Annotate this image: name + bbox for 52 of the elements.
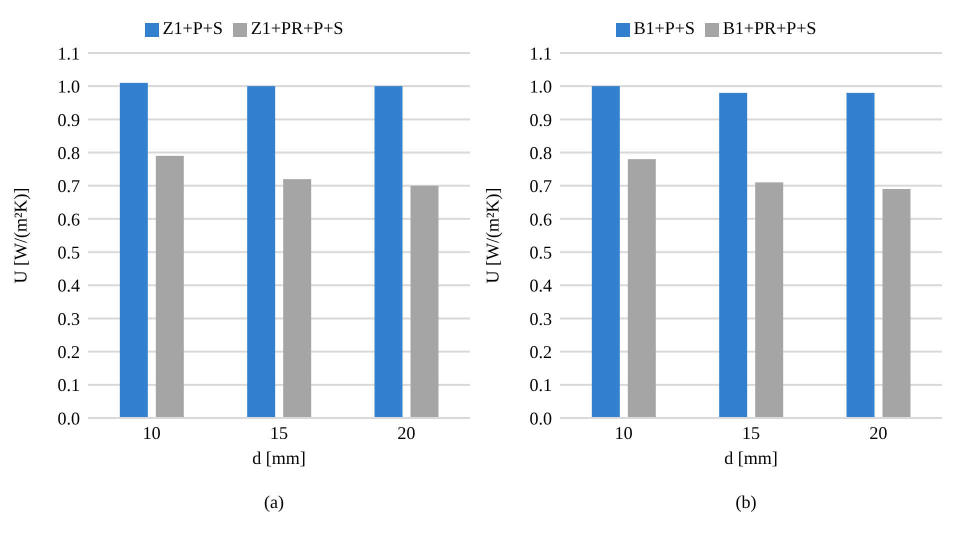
y-tick-label: 0.7 [530, 176, 552, 196]
bar [374, 86, 402, 418]
y-tick-label: 0.7 [58, 176, 80, 196]
x-tick-label: 20 [869, 422, 888, 443]
y-tick-label: 0.5 [58, 242, 80, 262]
bar [120, 82, 148, 418]
x-tick-label: 10 [614, 422, 633, 443]
y-tick-label: 0.6 [58, 209, 80, 230]
text: (a) [263, 492, 285, 513]
y-tick-label: 0.0 [58, 408, 80, 428]
x-tick-label: 20 [397, 422, 416, 443]
legend-label: B1+PR+P+S [722, 18, 816, 38]
y-tick-label: 0.6 [530, 209, 552, 230]
y-tick-label: 0.5 [530, 242, 552, 262]
y-tick-label: 0.4 [530, 276, 552, 296]
legend-label: Z1+PR+P+S [250, 18, 344, 38]
y-axis-title: U [W/(m²K)] [482, 188, 502, 284]
y-tick-label: 0.1 [58, 375, 80, 396]
y-tick-label: 1.1 [58, 43, 80, 64]
y-tick-label: 0.2 [58, 342, 80, 362]
y-axis-title: U [W/(m²K)] [10, 188, 30, 284]
y-tick-label: 0.4 [58, 276, 80, 296]
y-tick-label: 0.8 [58, 142, 80, 163]
bar [628, 159, 656, 418]
bar [247, 86, 276, 418]
y-tick-label: 0.9 [530, 110, 552, 130]
y-tick-label: 0.8 [530, 142, 552, 163]
y-tick-label: 0.1 [530, 375, 552, 396]
y-tick-label: 1.0 [58, 76, 80, 97]
x-tick-label: 15 [270, 422, 288, 443]
y-tick-label: 0.3 [530, 308, 552, 329]
legend-label: Z1+P+S [162, 18, 223, 38]
x-axis-title: d [mm] [252, 448, 306, 468]
y-tick-label: 0.0 [530, 408, 552, 428]
text: (b) [734, 492, 758, 513]
y-tick-label: 1.1 [530, 43, 552, 64]
bar [410, 186, 438, 418]
bar [156, 156, 184, 418]
y-tick-label: 0.2 [530, 342, 552, 362]
x-tick-label: 15 [742, 422, 760, 443]
bar [755, 182, 784, 418]
bar [283, 179, 312, 418]
bar [846, 92, 874, 418]
legend-label: B1+P+S [634, 18, 695, 38]
y-tick-label: 0.3 [58, 308, 80, 329]
bar [719, 92, 748, 418]
bar [592, 86, 620, 418]
bar [882, 189, 910, 418]
x-tick-label: 10 [142, 422, 161, 443]
x-axis-title: d [mm] [724, 448, 778, 468]
y-tick-label: 1.0 [530, 76, 552, 97]
y-tick-label: 0.9 [58, 110, 80, 130]
